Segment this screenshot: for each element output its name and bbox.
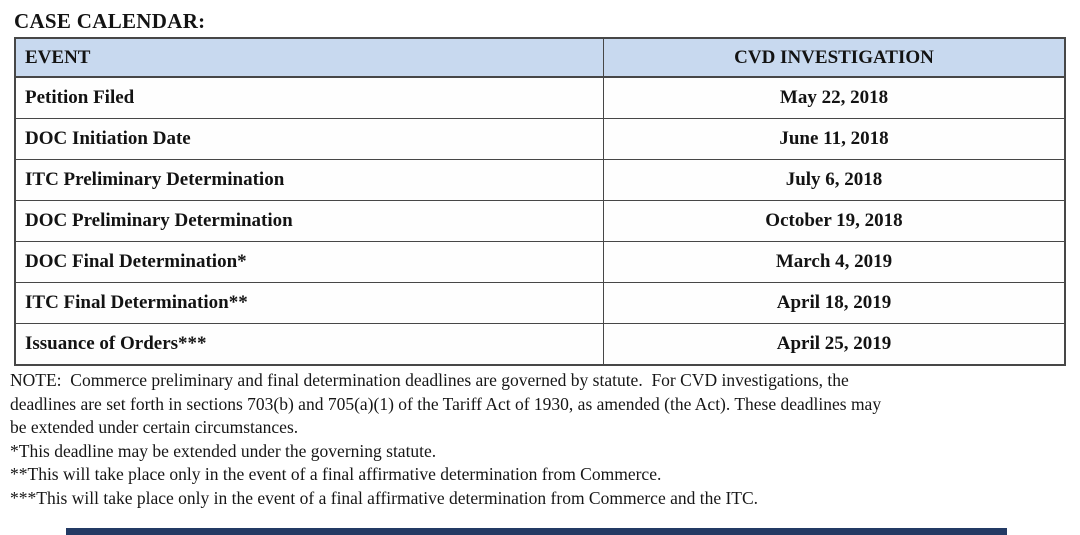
bottom-divider-bar <box>66 528 1007 535</box>
event-cell: DOC Preliminary Determination <box>14 200 604 242</box>
page-title: CASE CALENDAR: <box>14 9 206 33</box>
case-calendar-table: EVENT CVD INVESTIGATION Petition Filed M… <box>14 37 1066 366</box>
notes-section: NOTE: Commerce preliminary and final det… <box>10 369 1080 511</box>
event-cell: Petition Filed <box>14 76 604 119</box>
column-header-event: EVENT <box>14 37 604 78</box>
event-cell: Issuance of Orders*** <box>14 323 604 366</box>
event-cell: ITC Preliminary Determination <box>14 159 604 201</box>
date-cell: July 6, 2018 <box>603 159 1066 201</box>
note-line: be extended under certain circumstances. <box>10 417 299 438</box>
footnote-double-asterisk: **This will take place only in the event… <box>10 464 662 485</box>
footnote-single-asterisk: *This deadline may be extended under the… <box>10 440 437 461</box>
table-row: ITC Final Determination** April 18, 2019 <box>14 282 1066 324</box>
note-line: deadlines are set forth in sections 703(… <box>10 393 882 414</box>
table-row: DOC Final Determination* March 4, 2019 <box>14 241 1066 283</box>
table-row: Issuance of Orders*** April 25, 2019 <box>14 323 1066 366</box>
table-header-row: EVENT CVD INVESTIGATION <box>14 37 1066 78</box>
date-cell: March 4, 2019 <box>603 241 1066 283</box>
column-header-cvd-investigation: CVD INVESTIGATION <box>603 37 1066 78</box>
date-cell: May 22, 2018 <box>603 76 1066 119</box>
footnote-triple-asterisk: ***This will take place only in the even… <box>10 487 759 508</box>
note-line: NOTE: Commerce preliminary and final det… <box>10 370 849 390</box>
date-cell: April 25, 2019 <box>603 323 1066 366</box>
table-row: DOC Initiation Date June 11, 2018 <box>14 118 1066 160</box>
table-row: DOC Preliminary Determination October 19… <box>14 200 1066 242</box>
event-cell: DOC Initiation Date <box>14 118 604 160</box>
date-cell: June 11, 2018 <box>603 118 1066 160</box>
date-cell: October 19, 2018 <box>603 200 1066 242</box>
date-cell: April 18, 2019 <box>603 282 1066 324</box>
table-row: ITC Preliminary Determination July 6, 20… <box>14 159 1066 201</box>
table-row: Petition Filed May 22, 2018 <box>14 76 1066 119</box>
event-cell: DOC Final Determination* <box>14 241 604 283</box>
event-cell: ITC Final Determination** <box>14 282 604 324</box>
